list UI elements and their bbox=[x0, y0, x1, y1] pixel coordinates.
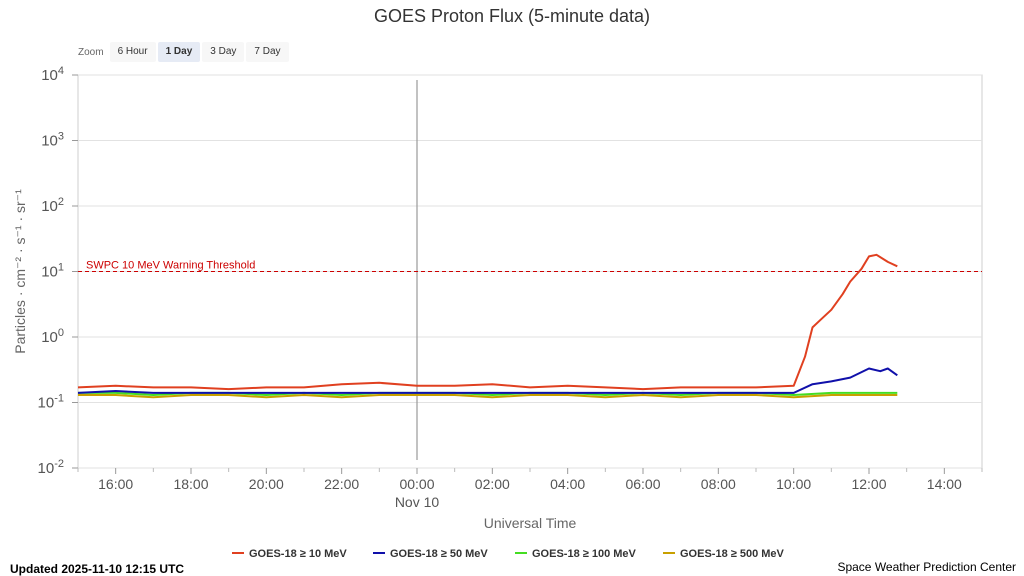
series-line bbox=[78, 394, 898, 399]
zoom-bar: Zoom 6 Hour 1 Day 3 Day 7 Day bbox=[78, 42, 291, 62]
series-line bbox=[77, 253, 898, 391]
legend-entry: GOES-18 ≥ 500 MeV bbox=[680, 548, 785, 560]
series-line bbox=[77, 367, 898, 394]
x-tick-label: 22:00 bbox=[324, 476, 359, 492]
y-tick-label: 103 bbox=[41, 131, 64, 150]
x-axis-label: Universal Time bbox=[484, 515, 577, 531]
x-tick-label: 12:00 bbox=[851, 476, 886, 492]
y-axis-label: Particles · cm⁻² · s⁻¹ · sr⁻¹ bbox=[12, 189, 28, 354]
threshold-label: SWPC 10 MeV Warning Threshold bbox=[86, 260, 255, 272]
chart-title: GOES Proton Flux (5-minute data) bbox=[373, 6, 651, 26]
legend-entry: GOES-18 ≥ 10 MeV bbox=[249, 548, 347, 560]
zoom-3-day-button[interactable]: 3 Day bbox=[202, 42, 245, 62]
legend-entry: GOES-18 ≥ 50 MeV bbox=[390, 548, 488, 560]
x-tick-label: 10:00 bbox=[776, 476, 811, 492]
x-tick-label: 08:00 bbox=[701, 476, 736, 492]
zoom-1-day-button[interactable]: 1 Day bbox=[157, 42, 201, 62]
zoom-6-hour-button[interactable]: 6 Hour bbox=[109, 42, 156, 62]
legend-entry: GOES-18 ≥ 100 MeV bbox=[532, 548, 637, 560]
x-tick-label: 20:00 bbox=[249, 476, 284, 492]
zoom-label: Zoom bbox=[78, 46, 104, 58]
x-tick-label: 16:00 bbox=[98, 476, 133, 492]
y-tick-label: 10-1 bbox=[38, 393, 64, 412]
x-tick-label: 18:00 bbox=[173, 476, 208, 492]
x-tick-label: 02:00 bbox=[475, 476, 510, 492]
x-tick-label: 00:00 bbox=[399, 476, 434, 492]
zoom-7-day-button[interactable]: 7 Day bbox=[246, 42, 289, 62]
x-tick-label: 06:00 bbox=[625, 476, 660, 492]
credit-text: Space Weather Prediction Center bbox=[837, 560, 1016, 574]
x-tick-label: 04:00 bbox=[550, 476, 585, 492]
y-tick-label: 100 bbox=[41, 327, 64, 346]
y-tick-label: 10-2 bbox=[38, 458, 64, 477]
x-tick-label: 14:00 bbox=[927, 476, 962, 492]
y-tick-label: 101 bbox=[41, 262, 64, 281]
date-label: Nov 10 bbox=[395, 494, 440, 510]
y-tick-label: 102 bbox=[41, 196, 64, 215]
updated-timestamp: Updated 2025-11-10 12:15 UTC bbox=[10, 562, 185, 576]
y-tick-label: 104 bbox=[41, 65, 64, 84]
